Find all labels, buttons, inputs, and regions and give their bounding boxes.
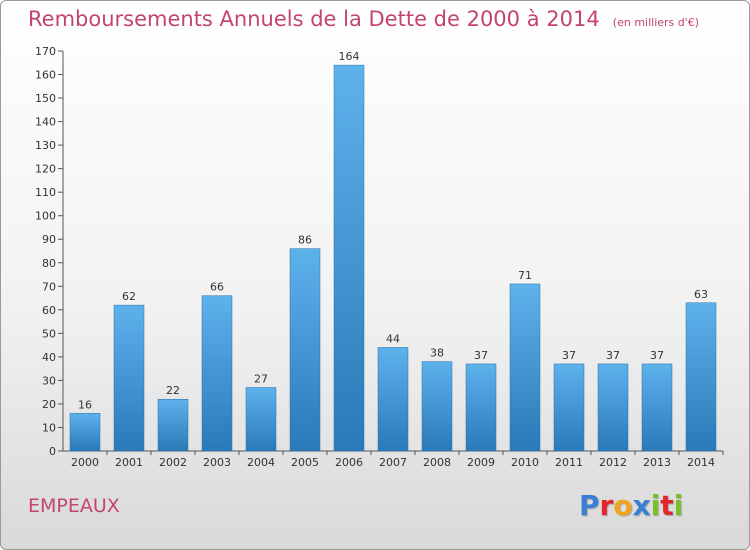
title-row: Remboursements Annuels de la Dette de 20… [28,7,699,31]
chart-title: Remboursements Annuels de la Dette de 20… [28,7,600,31]
x-tick-label: 2010 [511,456,539,469]
logo-letter: t [660,489,674,522]
y-tick-label: 10 [42,421,56,434]
y-tick-label: 100 [35,210,56,223]
bar-value-label: 86 [298,234,312,247]
bar [641,363,673,452]
bar-value-label: 63 [694,288,708,301]
bar [333,64,365,452]
x-tick-label: 2005 [291,456,319,469]
y-tick-label: 70 [42,280,56,293]
y-tick-label: 0 [49,445,56,458]
y-tick-label: 110 [35,186,56,199]
bar-value-label: 37 [650,349,664,362]
bar [597,363,629,452]
y-tick-label: 160 [35,69,56,82]
bar [377,347,409,452]
y-tick-label: 20 [42,398,56,411]
bar [509,283,541,452]
bar-value-label: 66 [210,281,224,294]
bar-value-label: 37 [474,349,488,362]
x-tick-label: 2007 [379,456,407,469]
y-tick-label: 130 [35,139,56,152]
bar-value-label: 44 [386,332,400,345]
y-tick-label: 50 [42,327,56,340]
chart-unit: (en milliers d'€) [612,16,700,29]
x-tick-label: 2001 [115,456,143,469]
bar [553,363,585,452]
bar [201,295,233,452]
x-tick-label: 2006 [335,456,363,469]
y-tick-label: 40 [42,351,56,364]
y-tick-label: 150 [35,92,56,105]
y-tick-label: 120 [35,163,56,176]
bar-value-label: 71 [518,269,532,282]
logo-letter: o [613,489,633,522]
logo-letter: P [579,489,600,522]
x-tick-label: 2008 [423,456,451,469]
x-tick-label: 2014 [687,456,715,469]
bar [421,361,453,452]
x-tick-label: 2013 [643,456,671,469]
commune-name: EMPEAUX [28,495,120,517]
bar-value-label: 38 [430,347,444,360]
bar [465,363,497,452]
bar-value-label: 62 [122,290,136,303]
x-tick-label: 2000 [71,456,99,469]
bar [113,304,145,452]
y-tick-label: 140 [35,116,56,129]
x-tick-label: 2004 [247,456,275,469]
logo-letter: r [599,489,614,522]
bar-value-label: 164 [339,50,360,63]
bar [157,398,189,452]
bar [685,302,717,452]
y-tick-label: 90 [42,233,56,246]
x-tick-label: 2003 [203,456,231,469]
bar-value-label: 27 [254,372,268,385]
logo-letter: i [673,489,684,522]
x-tick-label: 2011 [555,456,583,469]
bar [69,413,101,452]
logo-letter: x [632,489,651,522]
proxiti-logo: Proxiti [579,489,683,522]
y-tick-label: 170 [35,45,56,58]
y-tick-label: 30 [42,374,56,387]
bar-value-label: 16 [78,398,92,411]
bar [245,387,277,452]
x-tick-label: 2009 [467,456,495,469]
bar-value-label: 37 [606,349,620,362]
bar [289,248,321,452]
x-tick-label: 2002 [159,456,187,469]
y-tick-label: 80 [42,257,56,270]
y-tick-label: 60 [42,304,56,317]
bar-value-label: 22 [166,384,180,397]
x-tick-label: 2012 [599,456,627,469]
logo-letter: i [650,489,661,522]
bar-value-label: 37 [562,349,576,362]
